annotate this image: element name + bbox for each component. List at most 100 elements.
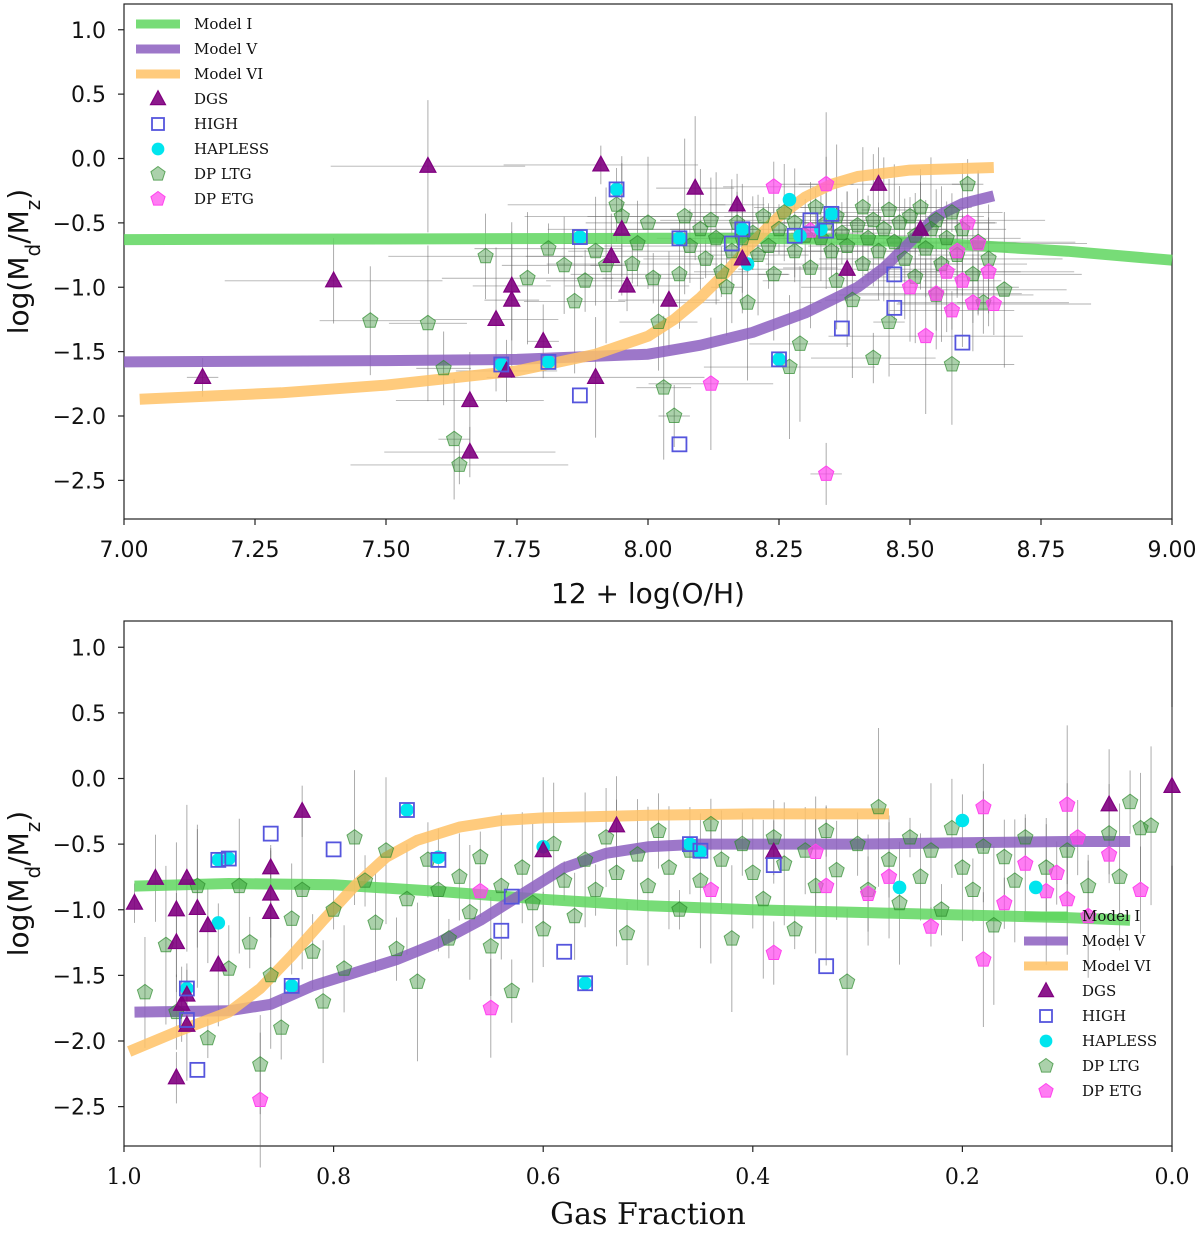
data-point — [362, 312, 379, 328]
data-point — [838, 973, 856, 989]
data-point — [854, 198, 871, 215]
data-point — [975, 950, 992, 967]
model-line-model-v — [134, 836, 1131, 1018]
data-point — [917, 239, 934, 256]
data-point — [739, 294, 756, 310]
data-point — [188, 898, 207, 916]
y-tick-label: −2.5 — [53, 1096, 106, 1121]
y-tick-label: 0.0 — [71, 148, 106, 173]
legend-marker — [1038, 1082, 1054, 1098]
data-point — [818, 222, 835, 239]
data-point — [639, 214, 657, 230]
data-point — [892, 880, 907, 895]
data-point — [612, 219, 631, 236]
data-point — [891, 894, 908, 911]
panel-top: 7.00 7.25 7.50 7.75 8.00 8.25 8.50 8.75 9.00 1.0 0… — [2, 3, 1196, 610]
data-point — [692, 220, 709, 237]
data-point — [880, 313, 898, 329]
data-point — [430, 851, 447, 868]
data-point — [222, 851, 236, 866]
y-tick-label: 0.5 — [71, 702, 106, 727]
series-dp-etg — [702, 175, 1002, 481]
legend-marker — [151, 142, 165, 156]
data-point — [502, 290, 521, 307]
data-point — [728, 194, 747, 212]
legend-label: DGS — [1082, 982, 1116, 1000]
y-tick-label: 0.5 — [71, 83, 106, 108]
data-point — [576, 272, 594, 288]
data-point — [503, 982, 520, 999]
data-point — [859, 885, 877, 901]
data-point — [933, 901, 950, 917]
data-point — [262, 966, 279, 983]
data-point — [671, 230, 688, 247]
data-point — [325, 841, 342, 858]
data-point — [178, 980, 195, 997]
data-point — [241, 933, 258, 950]
data-point — [734, 835, 751, 852]
data-point — [938, 263, 955, 279]
data-point — [409, 973, 426, 989]
data-point — [692, 842, 709, 859]
legend-marker — [1038, 1057, 1054, 1073]
data-point — [749, 246, 767, 262]
data-point — [556, 943, 573, 960]
data-point — [891, 214, 908, 230]
data-point — [870, 798, 887, 815]
data-point — [771, 351, 787, 368]
data-point — [261, 857, 280, 875]
legend-label: Model V — [1082, 932, 1146, 950]
data-point — [807, 843, 824, 859]
legend: Model I Model V Model VI DGS HIGH HAPLESS DP L… — [136, 15, 269, 208]
data-point — [943, 301, 961, 318]
data-point — [650, 822, 667, 838]
data-point — [198, 915, 217, 933]
data-point — [477, 247, 494, 264]
legend-marker — [149, 89, 167, 106]
data-point — [849, 216, 866, 233]
data-point — [399, 802, 415, 818]
series-high — [493, 181, 971, 453]
data-point — [838, 237, 856, 253]
data-point — [431, 850, 446, 865]
data-point — [460, 390, 479, 408]
data-point — [587, 242, 604, 259]
data-point — [733, 248, 752, 266]
data-point — [607, 815, 626, 833]
data-point — [814, 222, 828, 237]
data-point — [713, 263, 730, 279]
data-point — [325, 901, 342, 917]
data-point — [869, 174, 888, 191]
legend-label: HIGH — [1082, 1007, 1126, 1025]
legend-label: HIGH — [194, 115, 238, 133]
data-point — [922, 842, 940, 858]
data-point — [702, 375, 720, 391]
legend-label: Model I — [1082, 907, 1140, 925]
data-point — [666, 407, 683, 423]
y-tick-label: 1.0 — [71, 636, 106, 661]
data-point — [776, 203, 793, 220]
data-point — [949, 242, 966, 259]
legend-label: Model I — [194, 15, 252, 33]
data-point — [586, 367, 605, 384]
data-point — [901, 207, 919, 224]
y-tick-label: −1.0 — [53, 899, 106, 924]
x-tick-label: 7.00 — [100, 538, 149, 563]
data-point — [608, 864, 625, 880]
x-tick-label: 7.50 — [362, 538, 411, 563]
data-point — [430, 881, 447, 897]
data-point — [472, 882, 489, 899]
data-point — [650, 313, 667, 329]
y-tick-label: −2.0 — [53, 405, 106, 430]
data-point — [1100, 824, 1118, 841]
y-tick-label: −1.5 — [53, 964, 106, 989]
data-point — [540, 239, 557, 256]
data-point — [911, 219, 930, 236]
model-line-model-vi — [139, 162, 994, 405]
data-point — [917, 327, 934, 344]
data-point — [534, 331, 553, 348]
data-point — [702, 881, 720, 897]
data-point — [723, 929, 740, 946]
data-point — [828, 861, 845, 878]
